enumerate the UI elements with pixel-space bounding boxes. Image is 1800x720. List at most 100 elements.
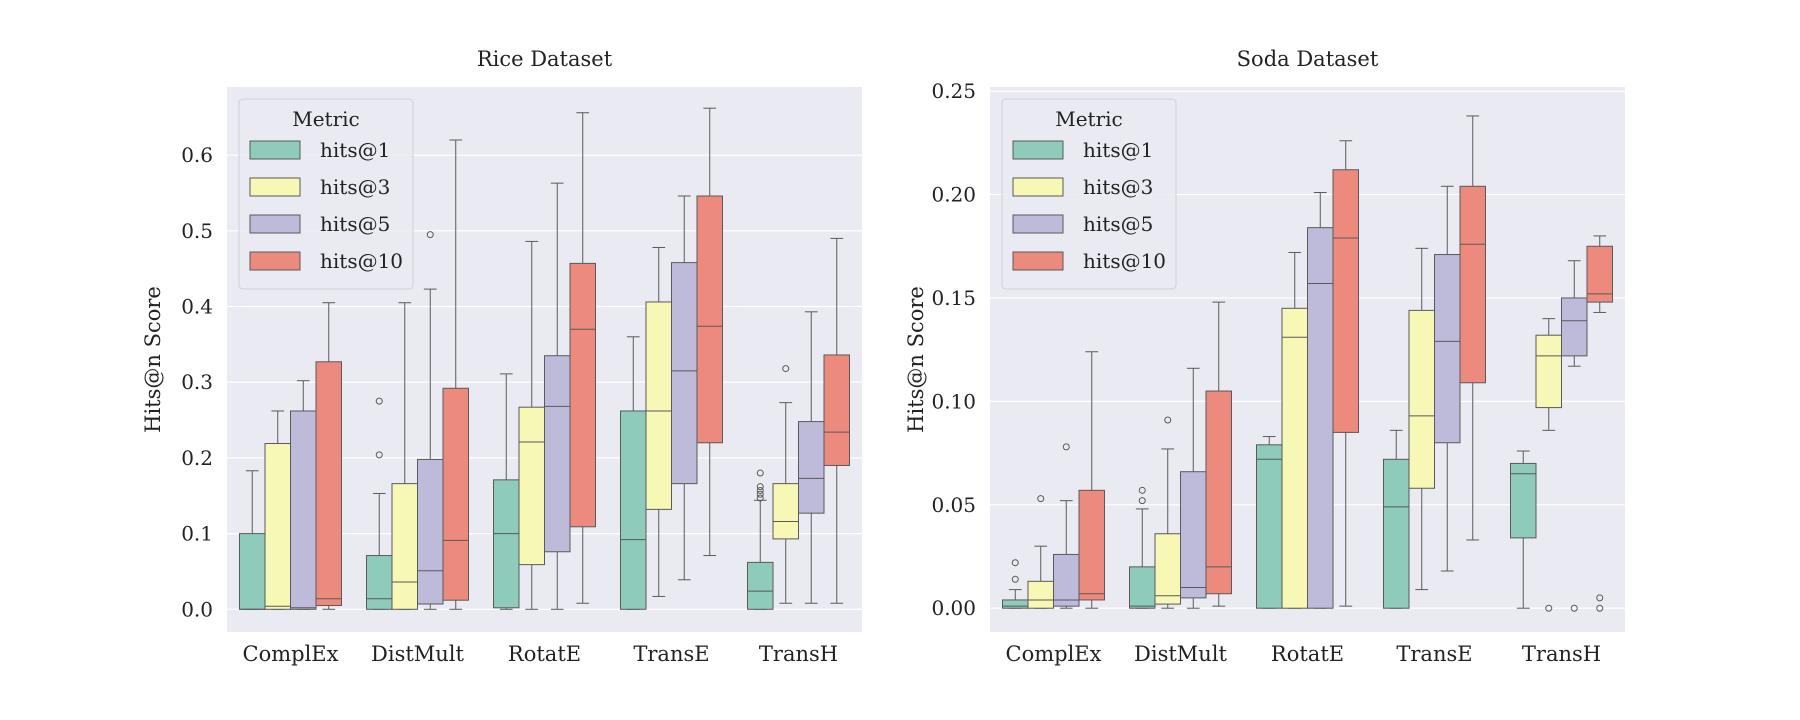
legend-title: Metric: [292, 107, 360, 131]
outlier-point: [1596, 604, 1604, 612]
legend-swatch: [1012, 177, 1064, 197]
outlier-point: [1037, 495, 1045, 503]
outlier-point: [756, 483, 764, 491]
x-tick-label: TransE: [1396, 642, 1472, 666]
series-3: [1078, 115, 1613, 612]
box: [239, 533, 266, 610]
box-plot: [1586, 235, 1613, 612]
box: [1154, 533, 1181, 605]
box: [1205, 390, 1232, 595]
box-plot: [1205, 301, 1232, 607]
legend-label: hits@5: [1083, 212, 1153, 236]
legend-swatch: [1012, 140, 1064, 160]
box-plot: [417, 231, 444, 610]
box-plot: [1510, 450, 1537, 609]
x-tick-label: DistMult: [371, 642, 465, 666]
box: [366, 555, 393, 610]
legend-swatch: [249, 177, 301, 197]
legend: Metric hits@1 hits@3 hits@5 hits@10: [238, 98, 414, 290]
box: [823, 354, 850, 466]
series-3: [315, 107, 850, 610]
box-plot: [1078, 351, 1105, 609]
box: [1332, 169, 1359, 433]
legend-label: hits@3: [1083, 175, 1153, 199]
box-plot: [315, 302, 342, 610]
y-tick-label: 0.10: [931, 389, 976, 413]
box-plot: [620, 336, 647, 610]
box-plot: [442, 139, 469, 610]
y-tick-label: 0.2: [181, 446, 213, 470]
box-plot: [1256, 436, 1283, 609]
legend-swatch: [249, 214, 301, 234]
legend-label: hits@1: [1083, 138, 1153, 162]
legend-label: hits@10: [1083, 249, 1166, 273]
box: [772, 483, 799, 540]
box-plot: [1332, 140, 1359, 607]
box: [442, 387, 469, 601]
box: [1281, 307, 1308, 609]
outlier-point: [1545, 604, 1553, 612]
series-1: [1027, 247, 1562, 612]
box: [1383, 458, 1410, 609]
box: [1307, 227, 1334, 609]
series-2: [1053, 185, 1588, 612]
box-plot: [823, 237, 850, 604]
box: [671, 262, 698, 485]
outlier-point: [756, 490, 764, 498]
box: [290, 410, 317, 610]
box: [315, 361, 342, 607]
box: [1434, 254, 1461, 444]
box-plot: [493, 373, 520, 610]
box-plot: [1408, 247, 1435, 591]
series-2: [290, 182, 825, 610]
outlier-point: [1570, 604, 1578, 612]
x-tick-label: ComplEx: [243, 642, 339, 666]
chart-title: Rice Dataset: [477, 47, 613, 71]
box-plot: [1307, 191, 1334, 609]
x-tick-label: DistMult: [1134, 642, 1228, 666]
box: [1561, 297, 1588, 357]
series-0: [239, 336, 774, 610]
box: [696, 195, 723, 444]
box: [569, 262, 596, 528]
x-tick-label: TransH: [759, 642, 838, 666]
outlier-point: [1011, 559, 1019, 567]
outlier-point: [1164, 416, 1172, 424]
series-0: [1002, 429, 1537, 609]
box-plot: [239, 470, 266, 610]
box: [391, 483, 418, 610]
y-tick-label: 0.0: [181, 597, 213, 621]
chart-panel-0: 0.0 0.1 0.2 0.3 0.4 0.5 0.6 Rice Dataset Hits@n …: [141, 47, 862, 666]
box-plot: [772, 365, 799, 604]
box-plot: [1154, 416, 1181, 609]
box-plot: [1383, 429, 1410, 609]
y-tick-label: 0.4: [181, 295, 213, 319]
box-plot: [1027, 495, 1054, 609]
x-tick-label: TransH: [1522, 642, 1601, 666]
box: [1053, 553, 1080, 607]
outlier-point: [756, 486, 764, 494]
outlier-point: [1062, 443, 1070, 451]
box-plot: [1459, 115, 1486, 541]
box: [417, 458, 444, 605]
series-1: [264, 240, 799, 610]
box: [1027, 580, 1054, 609]
box-plot: [290, 380, 317, 610]
box-plot: [1053, 443, 1080, 609]
legend-title: Metric: [1055, 107, 1123, 131]
box: [1586, 245, 1613, 303]
y-tick-label: 0.15: [931, 286, 976, 310]
box-plot: [264, 410, 291, 610]
box-plot: [747, 469, 774, 610]
box: [518, 406, 545, 566]
outlier-point: [782, 365, 790, 373]
legend-swatch: [249, 140, 301, 160]
legend-swatch: [249, 251, 301, 271]
legend-label: hits@5: [320, 212, 390, 236]
y-tick-label: 0.3: [181, 370, 213, 394]
box: [1408, 309, 1435, 489]
box-plot: [1535, 318, 1562, 612]
box: [1535, 334, 1562, 409]
box: [264, 443, 291, 610]
